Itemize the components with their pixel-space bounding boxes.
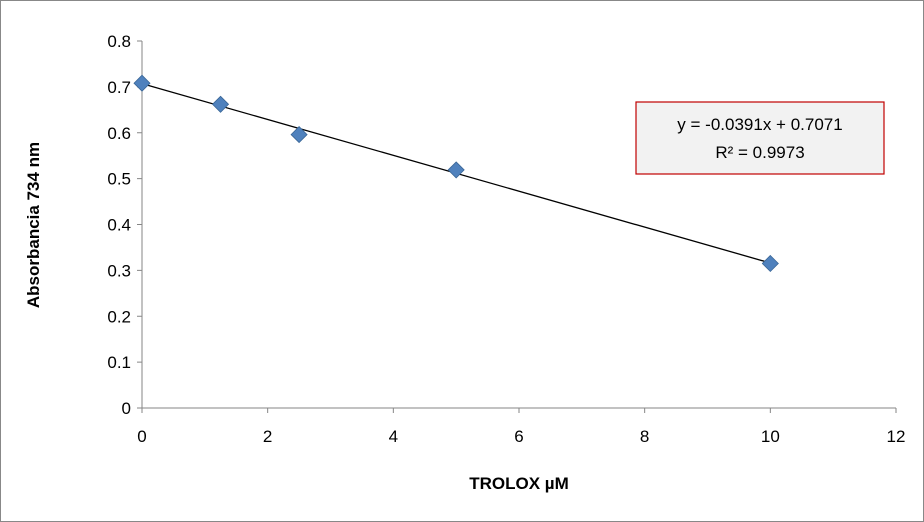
data-point [133, 74, 151, 92]
trendline-r2: R² = 0.9973 [715, 143, 804, 162]
x-tick-label: 0 [137, 427, 146, 446]
y-tick-label: 0.7 [107, 78, 131, 97]
x-tick-label: 2 [263, 427, 272, 446]
y-tick-label: 0.2 [107, 307, 131, 326]
y-axis-title: Absorbancia 734 nm [24, 142, 43, 308]
trendline-equation: y = -0.0391x + 0.7071 [677, 115, 842, 134]
data-point [211, 95, 230, 113]
x-tick-label: 10 [761, 427, 780, 446]
x-axis-title: TROLOX µM [469, 474, 569, 493]
data-point [447, 161, 465, 179]
x-tick-label: 4 [389, 427, 398, 446]
x-tick-label: 6 [514, 427, 523, 446]
x-tick-label: 8 [640, 427, 649, 446]
x-tick-label: 12 [887, 427, 906, 446]
y-tick-label: 0.5 [107, 170, 131, 189]
equation-box-rect [635, 101, 885, 175]
axes: 0 0.1 0.2 0.3 0.4 0.5 0.6 0.7 0.8 0 2 4 6 8 10 12 [107, 32, 905, 446]
equation-box: y = -0.0391x + 0.7071 R² = 0.9973 [635, 101, 885, 175]
data-points [133, 74, 779, 273]
y-tick-label: 0.3 [107, 261, 131, 280]
y-tick-label: 0.1 [107, 353, 131, 372]
y-tick-label: 0.8 [107, 32, 131, 51]
data-point [761, 254, 779, 273]
y-tick-label: 0.6 [107, 124, 131, 143]
y-tick-label: 0 [122, 399, 131, 418]
data-point [290, 126, 308, 144]
y-tick-label: 0.4 [107, 216, 131, 235]
